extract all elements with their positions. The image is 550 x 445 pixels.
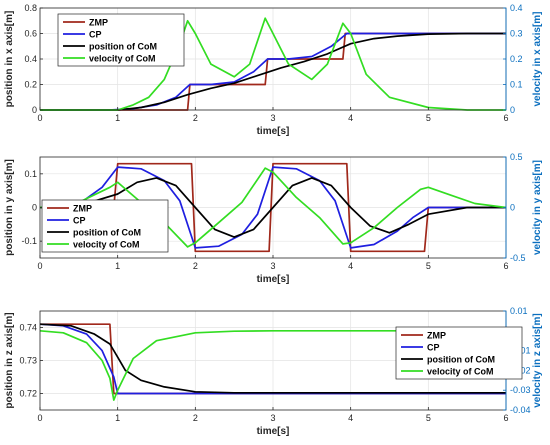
legend-label: ZMP (73, 204, 92, 214)
series-line-velocity-of-com (39, 167, 507, 248)
y-tick-label: 0 (32, 105, 37, 115)
y-axis-label: position in x axis[m] (4, 11, 15, 108)
y-tick-label: 0.8 (24, 3, 37, 13)
y-right-tick-label: -0.03 (510, 385, 531, 395)
x-axis-label: time[s] (257, 426, 290, 437)
x-tick-label: 1 (115, 413, 120, 423)
series-line-zmp (40, 32, 506, 111)
y-right-tick-label: 0.4 (510, 3, 523, 13)
y-right-tick-label: -0.5 (510, 253, 526, 263)
series-line-cp (39, 166, 506, 249)
y-tick-label: 0.6 (24, 29, 37, 39)
y-tick-label: -0.1 (21, 236, 37, 246)
legend: ZMP CP position of CoM velocity of CoM (57, 13, 185, 67)
y-right-tick-label: 0.1 (510, 80, 523, 90)
y-right-tick-label: 0 (510, 203, 515, 213)
legend-label: CP (73, 216, 86, 226)
y-tick-label: 0.74 (19, 323, 37, 333)
y-right-axis-label: velocity in z axis[m] (532, 313, 543, 407)
legend-label: velocity of CoM (89, 54, 156, 64)
y-axis-label: position in z axis[m] (4, 312, 15, 408)
x-tick-label: 3 (270, 261, 275, 271)
x-tick-label: 5 (426, 113, 431, 123)
legend-label: velocity of CoM (73, 240, 140, 250)
legend-label: ZMP (89, 18, 108, 28)
x-tick-label: 2 (193, 261, 198, 271)
legend-label: ZMP (427, 331, 446, 341)
y-right-axis-label: velocity in x axis[m] (532, 11, 543, 106)
x-tick-label: 0 (37, 413, 42, 423)
x-tick-label: 6 (503, 113, 508, 123)
y-right-tick-label: 0 (510, 105, 515, 115)
y-right-tick-label: 0.01 (510, 306, 528, 316)
series-line-velocity-of-com (40, 17, 506, 111)
y-tick-label: 0 (32, 203, 37, 213)
legend-label: position of CoM (89, 42, 157, 52)
y-right-axis-label: velocity in y axis[m] (532, 160, 543, 255)
x-tick-label: 5 (426, 413, 431, 423)
series-line-zmp (40, 162, 506, 253)
chart-panel-1: 0 1 2 3 4 5 600.20.40.60.800.10.20.30.4time[s]… (4, 3, 543, 137)
legend-label: CP (89, 30, 102, 40)
y-tick-label: 0.1 (24, 169, 37, 179)
x-axis-label: time[s] (257, 126, 290, 137)
series-line-position-of-com (39, 177, 506, 238)
x-tick-label: 4 (348, 261, 353, 271)
legend-label: position of CoM (427, 355, 495, 365)
series-line-velocity-of-com (39, 329, 506, 401)
y-right-tick-label: -0.04 (510, 405, 531, 415)
y-right-tick-label: 0.5 (510, 152, 523, 162)
x-tick-label: 5 (426, 261, 431, 271)
x-tick-label: 0 (37, 261, 42, 271)
y-right-tick-label: 0.2 (510, 54, 523, 64)
x-tick-label: 3 (270, 413, 275, 423)
x-tick-label: 6 (503, 413, 508, 423)
x-tick-label: 4 (348, 113, 353, 123)
x-tick-label: 2 (193, 113, 198, 123)
y-axis-label: position in y axis[m] (4, 159, 15, 256)
x-tick-label: 0 (37, 113, 42, 123)
legend: ZMP CP position of CoM velocity of CoM (395, 326, 523, 380)
series-line-position-of-com (39, 323, 506, 394)
legend-label: position of CoM (73, 228, 141, 238)
series-line-position-of-com (40, 32, 506, 111)
x-tick-label: 1 (115, 261, 120, 271)
x-tick-label: 1 (115, 113, 120, 123)
y-right-tick-label: 0.3 (510, 29, 523, 39)
legend: ZMP CP position of CoM velocity of CoM (41, 199, 169, 253)
legend-label: CP (427, 343, 440, 353)
y-tick-label: 0.2 (24, 80, 37, 90)
y-tick-label: 0.4 (24, 54, 37, 64)
x-tick-label: 4 (348, 413, 353, 423)
y-tick-label: 0.73 (19, 356, 37, 366)
x-tick-label: 3 (270, 113, 275, 123)
x-tick-label: 6 (503, 261, 508, 271)
legend-label: velocity of CoM (427, 367, 494, 377)
x-tick-label: 2 (193, 413, 198, 423)
chart-panel-2: 0 1 2 3 4 5 6 -0.1 0 0.1 -0.5 0 0.5 time[s] position i… (4, 152, 543, 285)
y-tick-label: 0.72 (19, 389, 37, 399)
x-axis-label: time[s] (257, 274, 290, 285)
chart-panel-3: 01234560.720.730.74-0.04-0.03-0.02-0.010… (4, 306, 543, 437)
